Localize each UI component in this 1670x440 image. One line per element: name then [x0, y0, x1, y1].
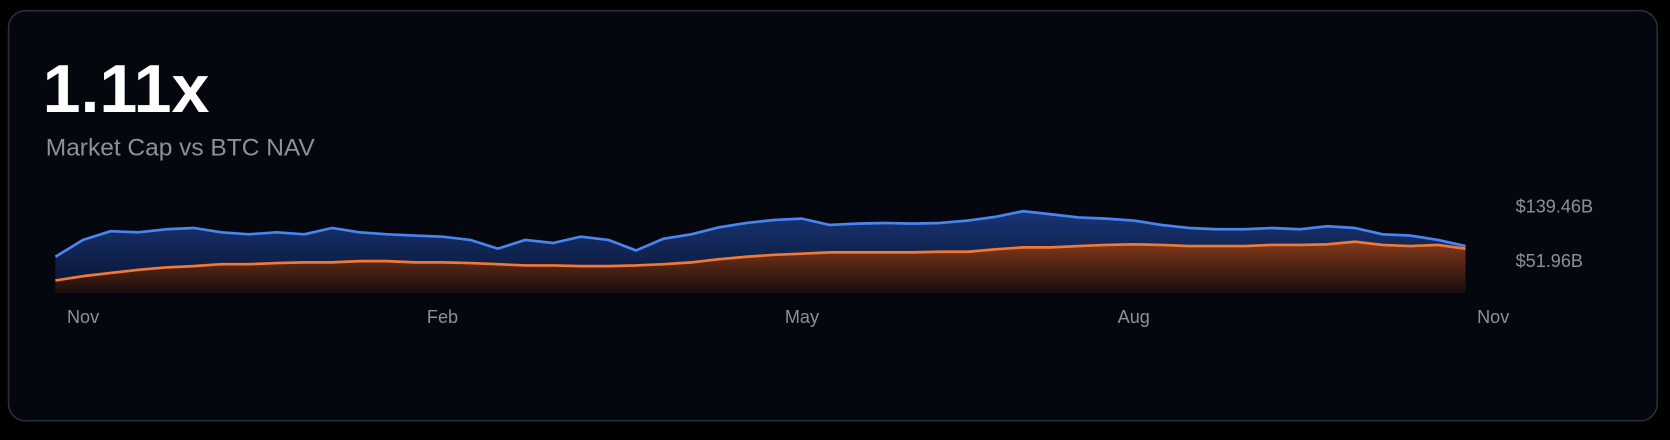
x-tick-label: May	[785, 307, 820, 327]
headline: 1.11x	[43, 51, 210, 127]
plot: Nov Feb May Aug Nov $139.46B $51.96B	[54, 196, 1593, 327]
x-tick-label: Nov	[1477, 307, 1509, 327]
x-tick-label: Aug	[1118, 307, 1150, 327]
card	[7, 9, 1659, 422]
line	[54, 209, 1466, 258]
x-tick-label: Feb	[427, 307, 458, 327]
subtitle: Market Cap vs BTC NAV	[46, 135, 316, 162]
y-tick-label: $139.46B	[1516, 196, 1593, 216]
x-tick-label: Nov	[67, 307, 99, 327]
area	[55, 241, 1466, 293]
line	[55, 240, 1466, 282]
y-tick-label: $51.96B	[1516, 251, 1583, 271]
